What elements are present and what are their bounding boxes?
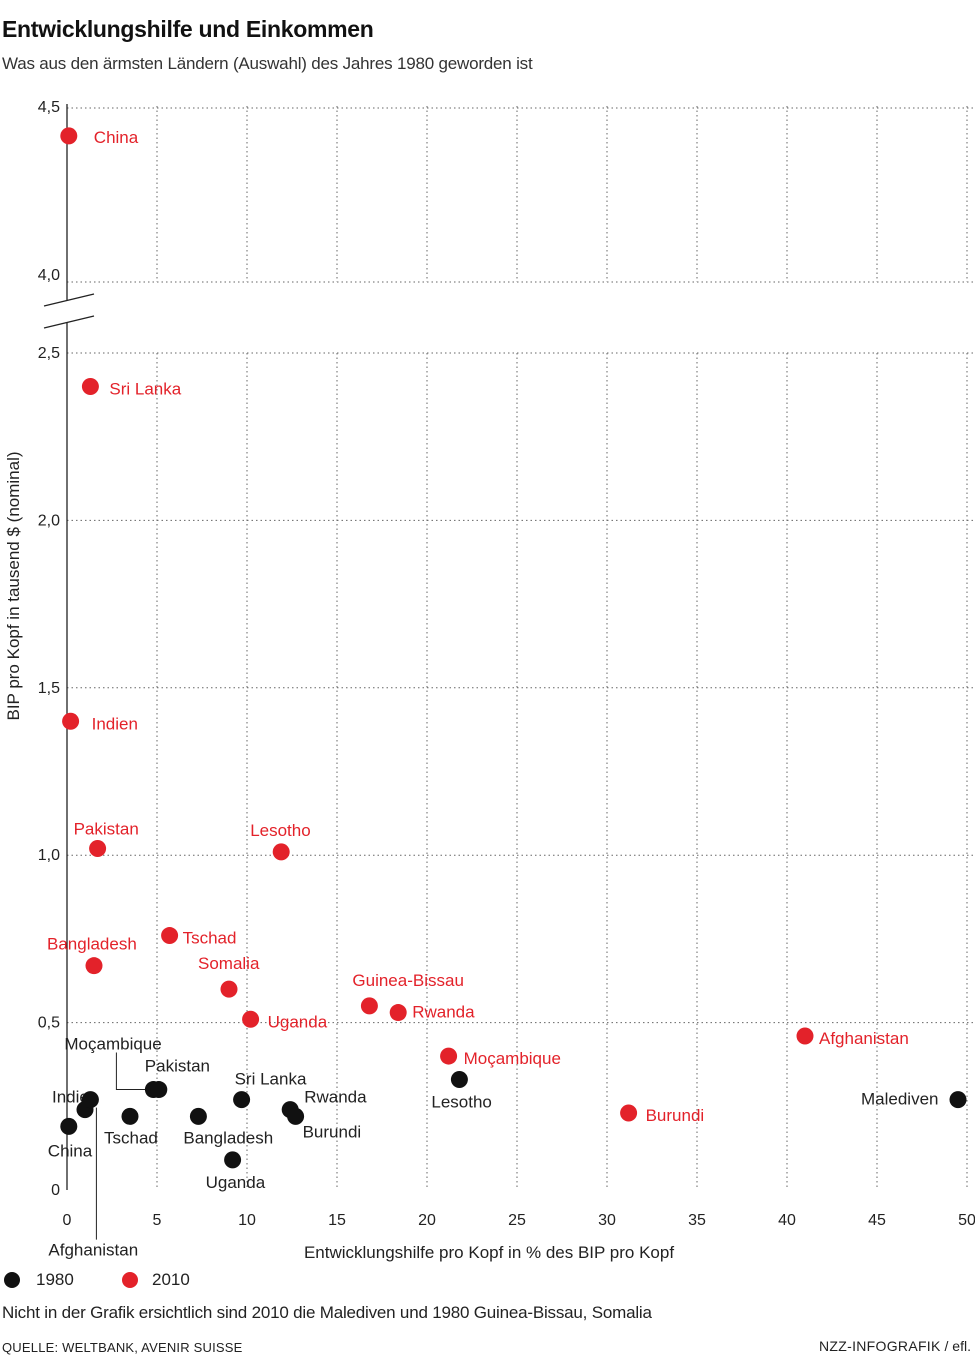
data-point-1980 [224, 1151, 242, 1169]
data-point-2010 [620, 1104, 638, 1122]
data-label-1980: Malediven [861, 1090, 939, 1109]
x-tick-label: 35 [688, 1212, 706, 1229]
data-point-2010 [89, 840, 107, 858]
source-note: QUELLE: WELTBANK, AVENIR SUISSE [2, 1340, 243, 1355]
data-label-2010: Afghanistan [819, 1029, 909, 1048]
data-label-2010: Moçambique [464, 1049, 561, 1068]
x-tick-label: 30 [598, 1212, 616, 1229]
data-label-2010: Bangladesh [47, 935, 137, 954]
chart-title: Entwicklungshilfe und Einkommen [2, 16, 374, 42]
data-point-1980 [121, 1107, 139, 1125]
axis-break-mark [43, 293, 95, 307]
data-point-2010 [272, 843, 290, 861]
y-tick-label: 1,0 [38, 847, 60, 864]
x-tick-label: 5 [153, 1212, 162, 1229]
credit-author: / efl. [944, 1338, 971, 1354]
data-point-2010 [85, 957, 103, 975]
x-tick-label: 0 [63, 1212, 72, 1229]
data-label-2010: Uganda [268, 1012, 328, 1031]
x-tick-label: 25 [508, 1212, 526, 1229]
data-point-2010 [81, 377, 99, 395]
x-tick-label: 15 [328, 1212, 346, 1229]
data-point-2010 [220, 980, 238, 998]
data-label-1980: Burundi [303, 1122, 362, 1141]
data-label-1980: Sri Lanka [235, 1070, 307, 1089]
data-point-1980 [81, 1091, 99, 1109]
legend-marker-1980 [4, 1272, 20, 1288]
data-point-2010 [389, 1004, 407, 1022]
data-label-2010: Lesotho [250, 821, 311, 840]
data-label-1980: Rwanda [304, 1088, 367, 1107]
y-tick-label: 2,0 [38, 512, 60, 529]
y-tick-label: 4,0 [38, 267, 60, 284]
data-point-1980 [949, 1091, 967, 1109]
data-point-2010 [60, 127, 78, 145]
data-point-1980 [450, 1071, 468, 1089]
data-point-2010 [440, 1047, 458, 1065]
data-point-1980 [233, 1091, 251, 1109]
data-point-2010 [161, 927, 179, 945]
y-tick-label: 2,5 [38, 345, 60, 362]
data-point-2010 [360, 997, 378, 1015]
y-tick-label: 0,5 [38, 1015, 60, 1032]
data-point-1980 [189, 1107, 207, 1125]
data-point-1980 [60, 1117, 78, 1135]
x-tick-label: 40 [778, 1212, 796, 1229]
x-tick-label: 45 [868, 1212, 886, 1229]
data-label-2010: Rwanda [412, 1003, 475, 1022]
legend-label-2010: 2010 [152, 1270, 190, 1289]
data-label-1980: Afghanistan [48, 1241, 138, 1260]
axis-break-mark [43, 315, 95, 329]
legend-label-1980: 1980 [36, 1270, 74, 1289]
data-label-2010: Somalia [198, 954, 260, 973]
data-point-2010 [242, 1010, 260, 1028]
data-label-2010: Sri Lanka [109, 379, 181, 398]
data-label-2010: China [94, 128, 139, 147]
data-label-2010: Indien [92, 714, 138, 733]
data-point-1980 [150, 1081, 168, 1099]
y-axis-title: BIP pro Kopf in tausend $ (nominal) [4, 451, 23, 720]
chart-subtitle: Was aus den ärmsten Ländern (Auswahl) de… [2, 54, 533, 73]
x-tick-label: 10 [238, 1212, 256, 1229]
y-tick-label: 1,5 [38, 680, 60, 697]
data-label-2010: Burundi [646, 1106, 705, 1125]
data-label-1980: Lesotho [431, 1093, 492, 1112]
footnote: Nicht in der Grafik ersichtlich sind 201… [2, 1303, 652, 1322]
scatter-chart: 0 0,5 1,0 1,5 2,0 2,5 4,0 4,5 0 5 10 15 20 25 30 35 40 45… [4, 99, 975, 1262]
x-tick-label: 20 [418, 1212, 436, 1229]
data-label-1980: Pakistan [145, 1057, 210, 1076]
data-point-2010 [62, 712, 80, 730]
y-tick-label: 0 [51, 1182, 60, 1199]
y-tick-label: 4,5 [38, 99, 60, 116]
data-label-1980: Moçambique [64, 1035, 161, 1054]
x-axis-title: Entwicklungshilfe pro Kopf in % des BIP … [304, 1243, 674, 1262]
data-point-2010 [796, 1027, 814, 1045]
legend-marker-2010 [122, 1272, 138, 1288]
data-label-1980: China [48, 1141, 93, 1160]
data-point-1980 [287, 1107, 305, 1125]
data-label-2010: Guinea-Bissau [352, 971, 464, 990]
data-label-1980: Bangladesh [183, 1128, 273, 1147]
data-label-1980: Tschad [104, 1128, 158, 1147]
credit: NZZ-INFOGRAFIK / efl. [819, 1338, 971, 1354]
data-label-2010: Pakistan [74, 820, 139, 839]
data-label-1980: Uganda [206, 1173, 266, 1192]
connector-line [115, 1052, 154, 1091]
x-tick-label: 50 [958, 1212, 975, 1229]
data-label-2010: Tschad [183, 929, 237, 948]
credit-org: NZZ-INFOGRAFIK [819, 1338, 941, 1354]
